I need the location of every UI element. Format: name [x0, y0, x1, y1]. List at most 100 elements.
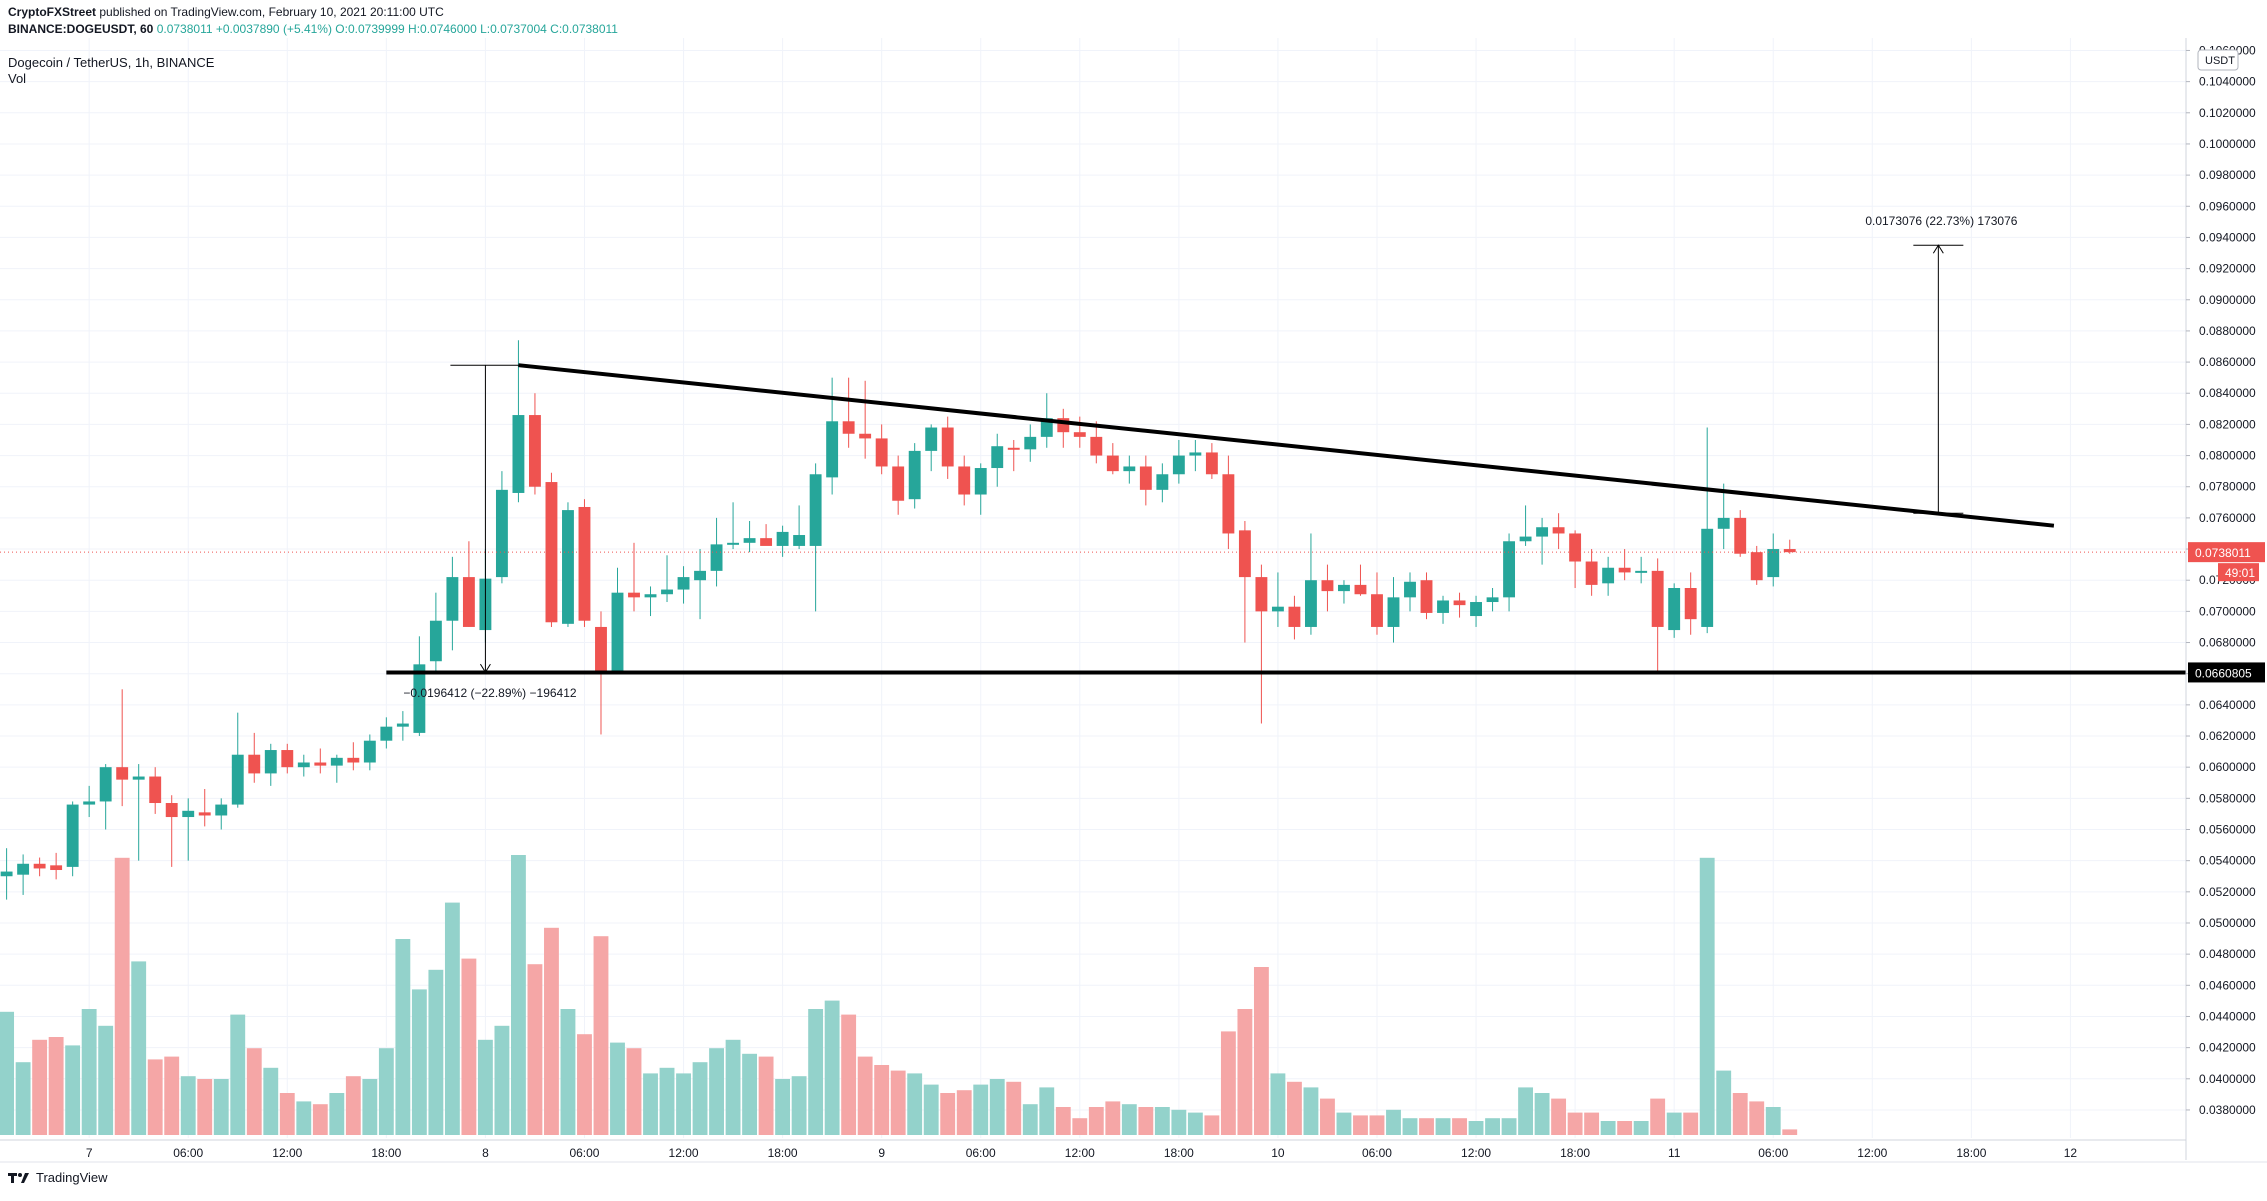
- candle-body[interactable]: [974, 468, 987, 495]
- candle-body[interactable]: [925, 427, 938, 451]
- candle-body[interactable]: [495, 489, 508, 578]
- candle-body[interactable]: [512, 415, 525, 493]
- candle-body[interactable]: [908, 450, 921, 500]
- candle-body[interactable]: [941, 427, 954, 467]
- candle-body[interactable]: [330, 757, 343, 766]
- candle-body[interactable]: [991, 446, 1004, 469]
- candle-body[interactable]: [363, 740, 376, 763]
- candle-body[interactable]: [1024, 436, 1037, 450]
- candle-body[interactable]: [66, 804, 79, 867]
- candle-body[interactable]: [1172, 455, 1185, 475]
- candle-body[interactable]: [1271, 606, 1284, 612]
- candle-body[interactable]: [1470, 602, 1482, 617]
- candle-body[interactable]: [396, 723, 409, 727]
- candle-body[interactable]: [875, 438, 888, 467]
- candle-body[interactable]: [182, 810, 195, 818]
- candle-body[interactable]: [710, 544, 723, 571]
- candle-body[interactable]: [1618, 567, 1631, 573]
- candle-body[interactable]: [1569, 533, 1582, 562]
- candle-body[interactable]: [1007, 447, 1020, 450]
- candle-body[interactable]: [528, 415, 541, 487]
- candle-body[interactable]: [859, 433, 872, 439]
- candle-body[interactable]: [347, 757, 360, 763]
- candle-body[interactable]: [1734, 517, 1747, 554]
- candle-body[interactable]: [99, 767, 112, 802]
- candle-body[interactable]: [17, 863, 30, 875]
- candle-body[interactable]: [661, 589, 673, 595]
- candle-body[interactable]: [248, 754, 261, 774]
- candle-body[interactable]: [1404, 581, 1416, 598]
- candle-body[interactable]: [1338, 584, 1350, 592]
- candle-body[interactable]: [595, 626, 607, 673]
- candle-body[interactable]: [1684, 588, 1697, 620]
- candle-body[interactable]: [1651, 570, 1664, 627]
- candle-body[interactable]: [1783, 549, 1796, 553]
- candle-body[interactable]: [1354, 584, 1367, 595]
- candle-body[interactable]: [1750, 552, 1763, 581]
- candle-body[interactable]: [462, 577, 475, 627]
- currency-badge[interactable]: [2197, 49, 2239, 71]
- candle-body[interactable]: [149, 776, 162, 804]
- candle-body[interactable]: [1552, 527, 1565, 534]
- candle-body[interactable]: [0, 871, 13, 877]
- candle-body[interactable]: [1222, 474, 1235, 534]
- footer-brand[interactable]: TradingView: [8, 1170, 108, 1185]
- candle-body[interactable]: [842, 421, 855, 434]
- candle-body[interactable]: [264, 750, 277, 774]
- candle-body[interactable]: [132, 776, 145, 780]
- candle-body[interactable]: [314, 762, 327, 766]
- candle-body[interactable]: [1453, 600, 1466, 606]
- candle-body[interactable]: [1387, 597, 1400, 627]
- candle-body[interactable]: [545, 482, 558, 623]
- candle-body[interactable]: [413, 664, 426, 733]
- candle-body[interactable]: [578, 506, 591, 621]
- candle-body[interactable]: [1255, 577, 1268, 612]
- candle-body[interactable]: [1123, 466, 1136, 472]
- candle-body[interactable]: [297, 762, 310, 768]
- candle-body[interactable]: [826, 421, 839, 478]
- candle-body[interactable]: [116, 767, 129, 780]
- candle-body[interactable]: [1585, 561, 1598, 585]
- candle-body[interactable]: [429, 620, 442, 662]
- candle-body[interactable]: [1073, 432, 1086, 437]
- publisher-name[interactable]: CryptoFXStreet: [8, 5, 97, 19]
- candle-body[interactable]: [281, 750, 294, 768]
- candle-body[interactable]: [1635, 570, 1648, 573]
- candle-body[interactable]: [611, 592, 624, 673]
- candle-body[interactable]: [776, 531, 789, 546]
- candle-body[interactable]: [446, 577, 459, 621]
- candle-body[interactable]: [1238, 530, 1251, 578]
- candle-body[interactable]: [1602, 567, 1615, 584]
- candle-body[interactable]: [83, 801, 96, 805]
- candle-body[interactable]: [1503, 541, 1516, 598]
- candle-body[interactable]: [165, 803, 178, 818]
- candle-body[interactable]: [1156, 474, 1169, 490]
- candle-body[interactable]: [1057, 418, 1070, 433]
- candle-body[interactable]: [50, 865, 63, 871]
- candle-body[interactable]: [1767, 549, 1780, 578]
- candle-body[interactable]: [677, 577, 690, 590]
- candle-body[interactable]: [892, 466, 905, 501]
- candle-body[interactable]: [1536, 527, 1549, 537]
- candle-body[interactable]: [380, 726, 393, 741]
- candle-body[interactable]: [1139, 466, 1152, 490]
- candle-body[interactable]: [33, 863, 46, 869]
- candle-body[interactable]: [1668, 588, 1681, 631]
- candle-body[interactable]: [198, 812, 211, 816]
- resistance-trendline[interactable]: [518, 363, 2055, 528]
- candle-body[interactable]: [1519, 536, 1532, 542]
- candle-body[interactable]: [562, 510, 574, 624]
- candle-body[interactable]: [1205, 452, 1218, 475]
- candle-body[interactable]: [1189, 452, 1202, 456]
- candle-body[interactable]: [1304, 580, 1317, 627]
- candle-body[interactable]: [809, 474, 822, 546]
- candle-body[interactable]: [743, 538, 756, 543]
- candle-body[interactable]: [1420, 580, 1433, 613]
- candle-body[interactable]: [1288, 606, 1301, 627]
- candle-body[interactable]: [628, 592, 640, 598]
- candle-body[interactable]: [1321, 580, 1334, 592]
- candle-body[interactable]: [1106, 455, 1119, 472]
- candle-body[interactable]: [1040, 418, 1053, 437]
- candle-body[interactable]: [1486, 597, 1499, 603]
